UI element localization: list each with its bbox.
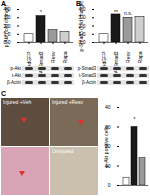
svg-text:Resv: Resv <box>125 51 131 63</box>
svg-text:40: 40 <box>105 104 111 110</box>
svg-text:Resv: Resv <box>50 51 56 63</box>
svg-text:n.s.: n.s. <box>124 10 132 16</box>
svg-text:Rapa: Rapa <box>62 51 68 63</box>
svg-text:**: ** <box>114 9 118 15</box>
svg-text:p-Smad3 (fold change): p-Smad3 (fold change) <box>78 0 84 51</box>
svg-text:Rapa: Rapa <box>137 51 143 63</box>
svg-text:p-Akt (fold change): p-Akt (fold change) <box>3 5 9 48</box>
svg-text:p-Akt positive cells: p-Akt positive cells <box>103 125 109 167</box>
svg-text:*: * <box>134 116 136 122</box>
svg-text:*: * <box>40 9 42 15</box>
svg-text:0: 0 <box>108 182 111 188</box>
